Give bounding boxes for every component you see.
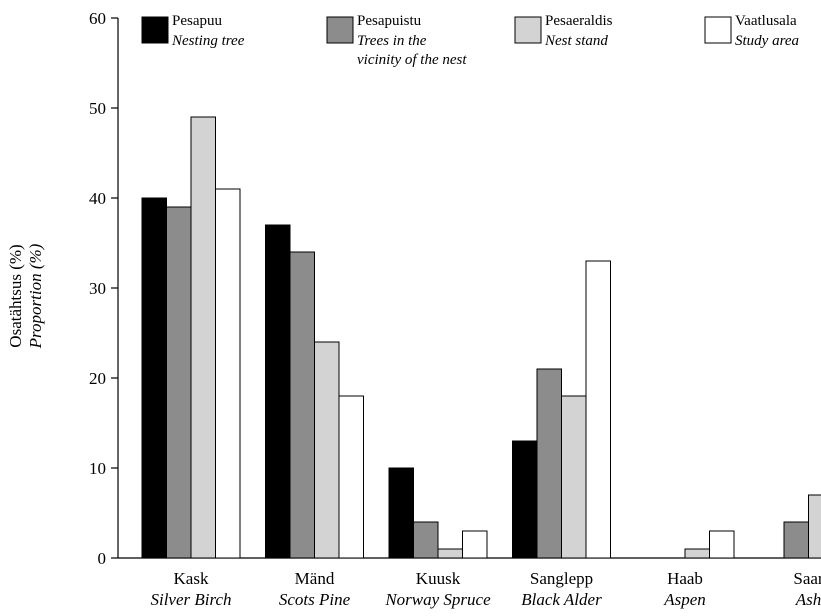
y-tick-label: 20	[89, 369, 106, 388]
bar	[338, 395, 364, 559]
bar	[215, 188, 241, 559]
x-tick-label-en: Scots Pine	[279, 590, 351, 609]
bar	[413, 521, 439, 559]
bar	[166, 206, 192, 559]
y-tick-label: 60	[89, 9, 106, 28]
bar	[141, 197, 167, 559]
x-tick-label: Kuusk	[416, 569, 461, 588]
bar	[289, 251, 315, 559]
legend-label: Pesaeraldis	[545, 13, 613, 29]
x-tick-label-en: Black Alder	[521, 590, 602, 609]
legend-label-en: Nest stand	[544, 33, 608, 49]
x-tick-label: Kask	[174, 569, 209, 588]
y-tick-label: 50	[89, 99, 106, 118]
x-tick-label-en: Silver Birch	[150, 590, 231, 609]
x-tick-label-en: Aspen	[663, 590, 706, 609]
x-tick-label-en: Norway Spruce	[384, 590, 491, 609]
x-tick-label: Haab	[667, 569, 703, 588]
x-tick-label-en: Ash	[795, 590, 821, 609]
legend-label-en: Nesting tree	[171, 33, 245, 49]
legend-swatch	[326, 16, 354, 44]
bar	[462, 530, 488, 559]
legend-swatch	[704, 16, 732, 44]
bar	[684, 548, 710, 559]
x-tick-label: Sanglepp	[530, 569, 593, 588]
legend-label: Pesapuu	[172, 13, 222, 29]
x-tick-label: Saar	[793, 569, 821, 588]
legend-label-en: vicinity of the nest	[357, 52, 467, 68]
legend-label: Vaatlusala	[735, 13, 797, 29]
x-tick-label: Mänd	[295, 569, 335, 588]
bar	[512, 440, 538, 559]
legend-swatch	[141, 16, 169, 44]
y-tick-label: 40	[89, 189, 106, 208]
bar	[536, 368, 562, 559]
y-axis-label: Osatähtsus (%)	[6, 244, 25, 347]
legend-label-en: Trees in the	[357, 33, 427, 49]
bar	[585, 260, 611, 559]
y-tick-label: 30	[89, 279, 106, 298]
legend-label: Pesapuistu	[357, 13, 422, 29]
bar	[808, 494, 821, 559]
bar	[709, 530, 735, 559]
y-tick-label: 0	[98, 549, 107, 568]
y-tick-label: 10	[89, 459, 106, 478]
bar	[388, 467, 414, 559]
bar	[783, 521, 809, 559]
legend-label-en: Study area	[735, 33, 799, 49]
legend-swatch	[514, 16, 542, 44]
bar	[265, 224, 291, 559]
bar	[314, 341, 340, 559]
y-axis-label-en: Proportion (%)	[26, 243, 45, 349]
bar	[437, 548, 463, 559]
bar	[561, 395, 587, 559]
bar	[190, 116, 216, 559]
